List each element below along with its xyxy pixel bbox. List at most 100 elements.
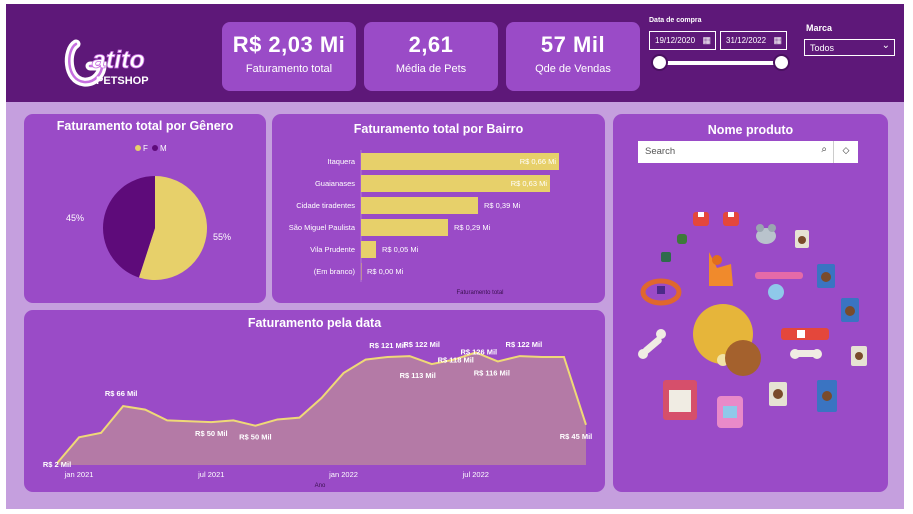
search-icon[interactable]: ⌕ <box>821 144 827 155</box>
dog-shirt-icon[interactable] <box>723 212 739 226</box>
bar-5[interactable] <box>361 263 362 280</box>
dog-shirt-icon[interactable] <box>693 212 709 226</box>
bar-category-label: Guaianases <box>315 179 355 188</box>
bar-x-axis-label: Faturamento total <box>456 290 503 296</box>
pie-slices <box>102 176 207 280</box>
area-x-tick-label: jul 2021 <box>197 470 224 479</box>
calendar-icon[interactable]: ▦ <box>702 35 711 45</box>
bar-value-label: R$ 0,66 Mi <box>520 157 557 166</box>
bairro-chart-title: Faturamento total por Bairro <box>353 122 524 136</box>
cactus-toy-icon[interactable] <box>677 234 687 244</box>
cat-food-can-icon[interactable] <box>717 396 743 428</box>
gender-pie-svg: F M 55% 45% <box>66 144 231 280</box>
bar-3[interactable] <box>361 219 448 236</box>
start-date-input[interactable]: 19/12/2020 ▦ <box>649 31 716 50</box>
brand-dropdown[interactable]: Todos ⌄ <box>804 39 895 56</box>
gender-chart-panel: Faturamento total por Gênero F M 55% 45% <box>24 114 266 303</box>
area-marks: jan 2021 jul 2021 jan 2022 jul 2022 R$ 2 Mil… <box>43 340 592 479</box>
area-data-label: R$ 113 Mil <box>400 371 436 380</box>
area-x-tick-label: jan 2021 <box>64 470 94 479</box>
date-chart-panel: Faturamento pela data jan 2021 jul 2021 ja… <box>24 310 605 492</box>
header-bar: atito PETSHOP R$ 2,03 Mi Faturamento tot… <box>6 4 904 102</box>
bar-1[interactable] <box>361 175 550 192</box>
bone-toy-icon[interactable] <box>638 329 666 359</box>
kpi-faturamento-label: Faturamento total <box>245 63 333 75</box>
bar-value-label: R$ 0,39 Mi <box>484 201 521 210</box>
bar-2[interactable] <box>361 197 478 214</box>
bar-4[interactable] <box>361 241 376 258</box>
bar-category-label: (Em branco) <box>314 267 356 276</box>
bar-marks: Itaquera R$ 0,66 Mi Guaianases R$ 0,63 Mi Ci… <box>289 153 559 280</box>
dog-food-bag-icon[interactable] <box>795 230 809 248</box>
area-fill <box>57 352 586 465</box>
product-icons-grid <box>638 212 867 428</box>
area-data-label: R$ 50 Mil <box>239 433 272 442</box>
bar-value-label: R$ 0,63 Mi <box>511 179 548 188</box>
legend-m-marker <box>152 145 158 151</box>
red-collar-icon[interactable] <box>781 328 829 340</box>
area-data-label: R$ 121 Mil <box>369 341 406 350</box>
date-range-slider[interactable] <box>660 61 784 65</box>
pie-slice-f[interactable] <box>138 176 207 280</box>
kpi-media-pets-value: 2,61 <box>408 32 454 57</box>
pie-label-f: 55% <box>213 232 231 242</box>
date-slider-start-handle[interactable] <box>651 54 668 71</box>
area-data-label: R$ 122 Mil <box>506 340 543 349</box>
dog-food-bag-icon[interactable] <box>769 382 787 406</box>
orange-collar-icon[interactable] <box>640 278 682 306</box>
area-data-label: R$ 118 Mil <box>438 356 474 365</box>
bar-category-label: Itaquera <box>327 157 355 166</box>
bairro-bar-svg: Itaquera R$ 0,66 Mi Guaianases R$ 0,63 Mi Ci… <box>289 150 559 296</box>
area-data-label: R$ 45 Mil <box>560 432 593 441</box>
chevron-down-icon: ⌄ <box>881 40 890 51</box>
kpi-vendas-label: Qde de Vendas <box>535 63 611 75</box>
dog-food-bag-icon[interactable] <box>841 298 859 322</box>
pie-label-m: 45% <box>66 213 84 223</box>
bar-category-label: Vila Prudente <box>310 245 355 254</box>
dog-food-bag-icon[interactable] <box>817 264 835 288</box>
area-x-tick-label: jan 2022 <box>328 470 358 479</box>
legend-f-label: F <box>143 144 148 153</box>
product-search-placeholder: Search <box>645 146 676 157</box>
start-date-value: 19/12/2020 <box>655 36 696 45</box>
brand-slicer-title: Marca <box>806 23 833 33</box>
area-data-label: R$ 126 Mil <box>460 348 497 357</box>
area-line[interactable] <box>56 351 587 464</box>
bar-0[interactable] <box>361 153 559 170</box>
end-date-input[interactable]: 31/12/2022 ▦ <box>720 31 787 50</box>
product-slicer-title: Nome produto <box>707 123 794 137</box>
brand-dropdown-value: Todos <box>810 43 835 53</box>
gender-chart-title: Faturamento total por Gênero <box>56 119 234 133</box>
bone-toy-icon[interactable] <box>790 349 822 359</box>
dog-food-bag-icon[interactable] <box>817 380 837 412</box>
end-date-value: 31/12/2022 <box>726 36 767 45</box>
date-chart-title: Faturamento pela data <box>247 316 382 330</box>
kpi-media-pets-label: Média de Pets <box>395 63 467 75</box>
dog-food-bag-icon[interactable] <box>851 346 867 366</box>
eraser-icon[interactable]: ◇ <box>833 141 858 163</box>
kpi-faturamento-card: R$ 2,03 Mi Faturamento total <box>222 22 356 91</box>
area-data-label: R$ 50 Mil <box>195 429 228 438</box>
kpi-vendas-value: 57 Mil <box>540 32 606 57</box>
gatito-logo: atito PETSHOP <box>64 39 149 87</box>
legend-f-marker <box>135 145 141 151</box>
product-search-input[interactable]: Search ⌕ <box>638 141 834 163</box>
plant-toy-icon[interactable] <box>661 252 671 262</box>
treat-bag-icon[interactable] <box>663 380 697 420</box>
legend-m-label: M <box>160 144 167 153</box>
mouse-toy-icon[interactable] <box>756 224 776 244</box>
area-data-label: R$ 66 Mil <box>105 389 138 398</box>
pie-slice-m[interactable] <box>102 176 155 278</box>
bar-category-label: Cidade tiradentes <box>296 201 355 210</box>
kpi-media-pets-card: 2,61 Média de Pets <box>364 22 498 91</box>
kpi-faturamento-value: R$ 2,03 Mi <box>232 32 346 57</box>
report-canvas: atito PETSHOP R$ 2,03 Mi Faturamento tot… <box>6 4 904 509</box>
area-x-axis-label: Ano <box>315 483 326 489</box>
calendar-icon[interactable]: ▦ <box>773 35 782 45</box>
date-slider-end-handle[interactable] <box>773 54 790 71</box>
orange-dog-toy-icon[interactable] <box>709 252 733 286</box>
brown-ball-toy-icon[interactable] <box>725 340 761 376</box>
area-x-tick-label: jul 2022 <box>462 470 489 479</box>
bairro-chart-panel: Faturamento total por Bairro Itaquera R$ … <box>272 114 605 303</box>
pink-collar-icon[interactable] <box>755 272 803 300</box>
